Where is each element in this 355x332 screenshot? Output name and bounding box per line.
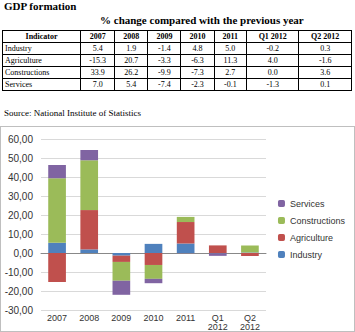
svg-text:2011: 2011 [176,313,195,323]
html-text:-15.3: -15.3 [89,56,106,65]
html-text:7.0: 7.0 [92,80,103,89]
html-text:4.0: 4.0 [267,56,278,65]
html-text:Indicator: Indicator [25,32,58,41]
html-text:2009: 2009 [156,32,173,41]
svg-text:50,00: 50,00 [8,153,33,164]
html-text:4.8: 4.8 [192,44,203,53]
html-text:-1.6: -1.6 [318,56,332,65]
html-text:-7.4: -7.4 [158,80,171,89]
html-text:3.6: 3.6 [320,68,331,77]
html-text:Constructions: Constructions [5,68,50,77]
html-text:-2.3: -2.3 [191,80,204,89]
svg-text:2009: 2009 [111,313,131,323]
svg-text:2012: 2012 [240,322,260,332]
html-text:26.2: 26.2 [124,68,139,77]
svg-text:Q2: Q2 [243,312,256,323]
svg-text:Industry: Industry [290,250,323,260]
html-text:2010: 2010 [189,32,206,41]
svg-text:2007: 2007 [47,313,67,323]
html-text:% change compared with the pre: % change compared with the previous year [100,14,304,26]
svg-text:30,00: 30,00 [8,191,33,202]
html-text:20.7: 20.7 [124,56,139,65]
svg-text:Services: Services [290,199,325,209]
svg-text:Agriculture: Agriculture [290,233,333,243]
html-text:-0.2: -0.2 [266,44,280,53]
html-text:5.4: 5.4 [126,80,137,89]
html-text:-7.3: -7.3 [191,68,204,77]
svg-text:Constructions: Constructions [290,216,346,226]
svg-text:40,00: 40,00 [8,172,33,183]
svg-text:2008: 2008 [79,313,99,323]
svg-text:60,00: 60,00 [8,134,33,145]
html-text:Agriculture: Agriculture [5,56,42,65]
svg-text:-30,00: -30,00 [5,305,34,316]
html-text:-3.3: -3.3 [158,56,171,65]
svg-text:Q1: Q1 [211,312,224,323]
html-text:Source: National Institute of: Source: National Institute of Statistics [4,108,141,118]
html-text:-6.3: -6.3 [191,56,204,65]
html-text:2.7: 2.7 [225,68,236,77]
html-text:-9.9: -9.9 [158,68,171,77]
html-text:Services: Services [5,80,33,89]
html-text:5.0: 5.0 [225,44,236,53]
svg-text:2010: 2010 [143,313,163,323]
html-text:33.9: 33.9 [90,68,105,77]
html-text:Industry: Industry [5,44,32,53]
html-text:5.4: 5.4 [92,44,103,53]
html-text:GDP formation: GDP formation [4,0,77,12]
html-text:1.9: 1.9 [126,44,137,53]
html-text:2008: 2008 [123,32,140,41]
html-text:-1.3: -1.3 [266,80,280,89]
html-text:Q2 2012: Q2 2012 [311,32,340,41]
html-text:2011: 2011 [222,32,239,41]
html-text:0.1: 0.1 [320,80,331,89]
html-text:-1.4: -1.4 [158,44,171,53]
svg-text:-10,00: -10,00 [5,267,34,278]
html-text:11.3: 11.3 [223,56,238,65]
html-text:0.0: 0.0 [267,68,278,77]
html-text:0.3: 0.3 [320,44,331,53]
svg-text:2012: 2012 [208,322,228,332]
svg-text:-20,00: -20,00 [5,286,34,297]
html-text:2007: 2007 [89,32,106,41]
svg-text:10,00: 10,00 [8,229,33,240]
svg-text:0,00: 0,00 [14,248,34,259]
html-text:-0.1: -0.1 [224,80,237,89]
svg-text:20,00: 20,00 [8,210,33,221]
html-text:Q1 2012: Q1 2012 [258,32,287,41]
